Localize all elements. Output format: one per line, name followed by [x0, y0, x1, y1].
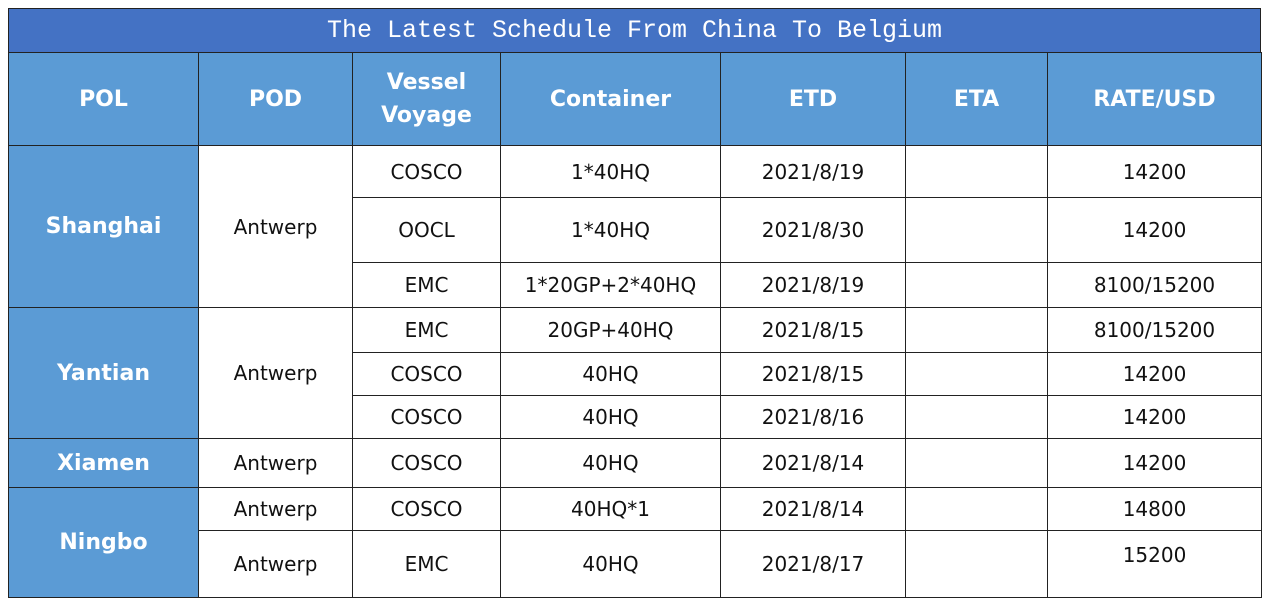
container-cell: 1*40HQ [500, 197, 721, 263]
pod-cell: Antwerp [198, 530, 353, 598]
header-cell: Vessel Voyage [352, 52, 501, 146]
header-cell: ETA [905, 52, 1048, 146]
container-cell: 40HQ [500, 530, 721, 598]
container-cell: 1*40HQ [500, 145, 721, 198]
pod-cell: Antwerp [198, 487, 353, 531]
vessel-cell: EMC [352, 262, 501, 308]
etd-cell: 2021/8/14 [720, 487, 906, 531]
etd-cell: 2021/8/19 [720, 145, 906, 198]
etd-cell: 2021/8/30 [720, 197, 906, 263]
container-cell: 40HQ [500, 438, 721, 488]
header-cell: ETD [720, 52, 906, 146]
vessel-cell: EMC [352, 530, 501, 598]
header-cell: RATE/USD [1047, 52, 1262, 146]
etd-cell: 2021/8/17 [720, 530, 906, 598]
vessel-cell: COSCO [352, 438, 501, 488]
etd-cell: 2021/8/15 [720, 352, 906, 396]
eta-cell [905, 352, 1048, 396]
etd-cell: 2021/8/19 [720, 262, 906, 308]
rate-cell: 14200 [1047, 197, 1262, 263]
vessel-cell: EMC [352, 307, 501, 353]
etd-cell: 2021/8/14 [720, 438, 906, 488]
vessel-cell: COSCO [352, 487, 501, 531]
eta-cell [905, 197, 1048, 263]
eta-cell [905, 145, 1048, 198]
pod-cell: Antwerp [198, 307, 353, 439]
pol-cell: Ningbo [8, 487, 199, 598]
vessel-cell: COSCO [352, 352, 501, 396]
rate-cell: 15200 [1047, 530, 1262, 598]
pol-cell: Xiamen [8, 438, 199, 488]
container-cell: 40HQ*1 [500, 487, 721, 531]
pol-cell: Shanghai [8, 145, 199, 308]
vessel-cell: OOCL [352, 197, 501, 263]
rate-cell: 14200 [1047, 145, 1262, 198]
rate-cell: 8100/15200 [1047, 262, 1262, 308]
eta-cell [905, 438, 1048, 488]
pod-cell: Antwerp [198, 438, 353, 488]
pod-cell: Antwerp [198, 145, 353, 308]
eta-cell [905, 395, 1048, 439]
table-title: The Latest Schedule From China To Belgiu… [8, 8, 1261, 53]
rate-cell: 8100/15200 [1047, 307, 1262, 353]
eta-cell [905, 530, 1048, 598]
header-cell: Container [500, 52, 721, 146]
eta-cell [905, 262, 1048, 308]
rate-cell: 14200 [1047, 438, 1262, 488]
etd-cell: 2021/8/15 [720, 307, 906, 353]
pol-cell: Yantian [8, 307, 199, 439]
vessel-cell: COSCO [352, 145, 501, 198]
rate-cell: 14200 [1047, 352, 1262, 396]
rate-cell: 14200 [1047, 395, 1262, 439]
etd-cell: 2021/8/16 [720, 395, 906, 439]
container-cell: 20GP+40HQ [500, 307, 721, 353]
container-cell: 40HQ [500, 352, 721, 396]
container-cell: 1*20GP+2*40HQ [500, 262, 721, 308]
header-cell: POD [198, 52, 353, 146]
rate-cell: 14800 [1047, 487, 1262, 531]
container-cell: 40HQ [500, 395, 721, 439]
header-cell: POL [8, 52, 199, 146]
eta-cell [905, 487, 1048, 531]
vessel-cell: COSCO [352, 395, 501, 439]
eta-cell [905, 307, 1048, 353]
